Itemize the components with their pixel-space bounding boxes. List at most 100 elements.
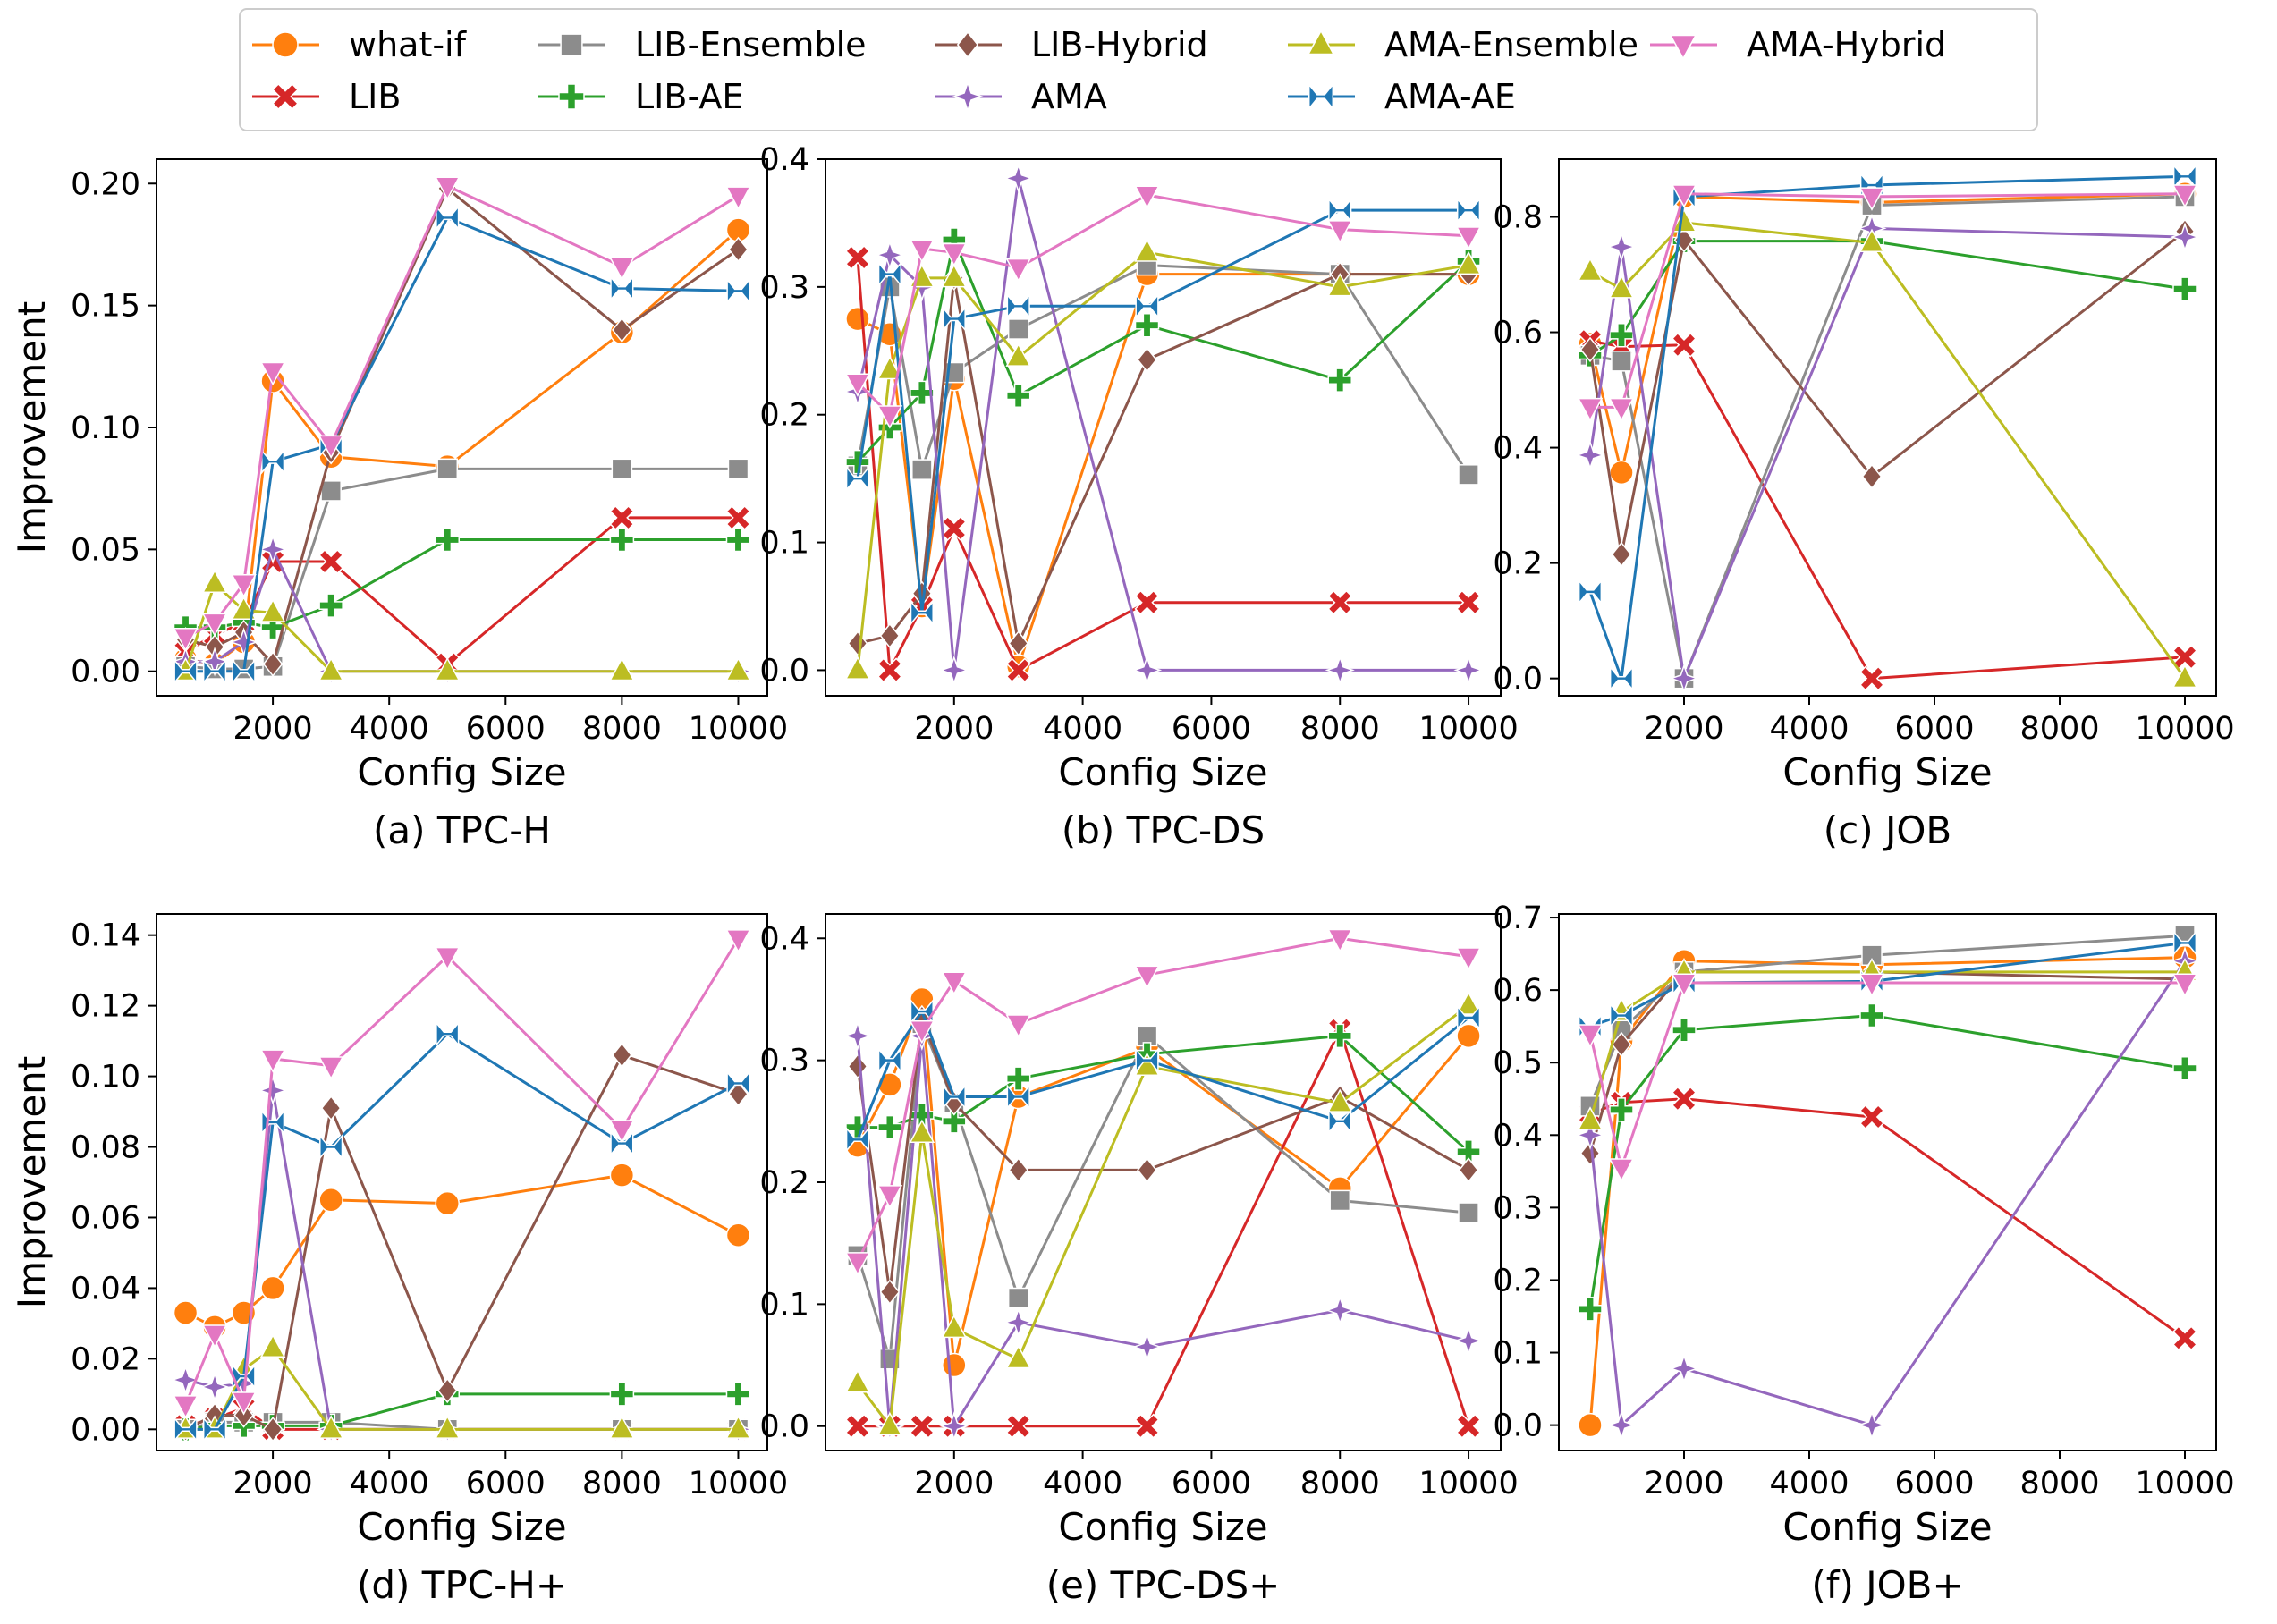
series-ama [170,1075,754,1444]
point-ama-ensemble [317,1415,344,1439]
point-ama-ensemble [844,656,871,680]
point-lib [725,504,751,530]
point-ama-ensemble [876,355,903,380]
point-lib-ae [609,1382,635,1407]
point-ama [199,1372,230,1402]
point-lib-ae [1327,1023,1352,1049]
point-ama-ae [845,465,870,492]
y-tick-label: 0.7 [1493,901,1543,936]
y-tick-label: 0.0 [1493,1408,1543,1444]
series-lib-hybrid [175,175,749,677]
point-ama-ae [910,599,934,626]
series-line-ama-hybrid [856,193,1469,417]
point-ama-ensemble [941,1314,968,1339]
legend-marker-ama-hybrid [1669,34,1697,60]
point-ama-hybrid [259,361,286,386]
point-lib-ae [609,527,635,553]
series-lib-ensemble [1579,186,2196,689]
axes: 2000 4000 6000 8000 10000 0.0 0.1 0.2 0.3 0.4 [759,921,1518,1501]
point-ama-ae [174,658,198,685]
series-line-lib-hybrid [1588,230,2186,556]
point-lib [876,657,902,683]
point-ama-ensemble [876,1411,903,1436]
legend-item-lib-ensemble: LIB-Ensemble [538,25,867,64]
subplot-caption: (d) TPC-H+ [357,1563,567,1607]
point-lib [1671,332,1697,358]
point-ama [1575,440,1605,470]
y-axis-label: Improvement [10,1056,54,1309]
point-ama-hybrid [909,239,935,263]
y-tick-label: 0.00 [71,655,140,690]
point-ama-ae [610,275,634,302]
point-ama-ae [1578,579,1603,605]
axes-frame [156,158,768,697]
point-ama-ensemble [725,1415,751,1439]
point-lib-hybrid [847,1053,868,1079]
point-lib-hybrid [1579,1140,1601,1166]
point-lib-hybrid [612,317,632,343]
series-line-ama-ae [1588,174,2186,681]
y-tick-label: 0.4 [759,921,809,957]
point-lib [844,244,871,271]
point-lib-ensemble [1329,1189,1351,1212]
x-axis-label: Config Size [1782,750,1992,794]
x-tick-label: 2000 [233,1466,313,1501]
legend-marker-lib-ensemble [560,33,583,56]
point-ama [842,1020,873,1051]
point-ama [1325,1295,1355,1325]
point-ama-hybrid [317,435,344,459]
point-ama-ae [1006,1084,1030,1111]
point-ama-ae [436,204,460,231]
point-lib-hybrid [1008,630,1029,656]
point-ama [1606,232,1637,262]
legend-label-lib-hybrid: LIB-Hybrid [1031,25,1208,64]
series-lib [1577,328,2198,691]
point-lib [909,1413,935,1439]
series-line-what-if [185,228,740,666]
x-tick-label: 8000 [2019,1466,2099,1501]
point-ama-hybrid [434,946,461,971]
point-ama-ae [1328,1108,1352,1135]
point-ama-hybrid [725,929,751,953]
point-lib [844,1413,871,1439]
series-ama-ensemble [173,569,751,681]
plot-area [1575,163,2200,694]
series-line-lib [1589,339,2186,681]
point-ama-hybrid [1134,185,1160,209]
x-tick-label: 2000 [914,711,994,747]
axes-frame [825,913,1502,1451]
x-tick-label: 6000 [466,1466,546,1501]
point-ama-hybrid [1608,397,1635,422]
point-ama-ae [1456,1004,1481,1031]
legend-item-ama-ensemble: AMA-Ensemble [1288,25,1638,64]
point-ama-ensemble [941,263,968,288]
point-ama [258,534,288,564]
point-lib [1134,589,1160,615]
point-ama-ensemble [1455,250,1482,275]
plot-area [170,175,754,687]
point-ama [228,627,259,657]
legend-marker-lib [271,82,300,111]
series-ama [842,163,1484,686]
point-lib-ae [725,527,751,553]
point-ama-ensemble [201,569,228,594]
y-tick-label: 0.1 [759,1287,809,1323]
series-lib-hybrid [1579,218,2196,568]
subplot-tpc-h: 2000 4000 6000 8000 10000 0.00 0.05 0.10 0.15 0.2… [10,158,788,852]
series-line-ama [856,1034,1469,1428]
point-lib-hybrid [262,651,284,677]
x-tick-label: 8000 [1300,1466,1380,1501]
point-what-if [173,1300,199,1325]
point-ama-hybrid [231,1391,257,1416]
point-ama-hybrid [1134,965,1160,990]
point-ama-hybrid [876,405,903,429]
legend-marker-lib-hybrid [956,30,979,59]
y-tick-label: 0.10 [71,410,140,446]
point-ama-ensemble [909,263,935,288]
x-tick-label: 10000 [689,711,788,747]
point-ama-hybrid [231,574,257,598]
point-lib-ae [877,1114,902,1140]
point-lib-hybrid [1611,541,1632,568]
point-ama-ae [942,306,966,333]
point-what-if [435,1190,460,1216]
